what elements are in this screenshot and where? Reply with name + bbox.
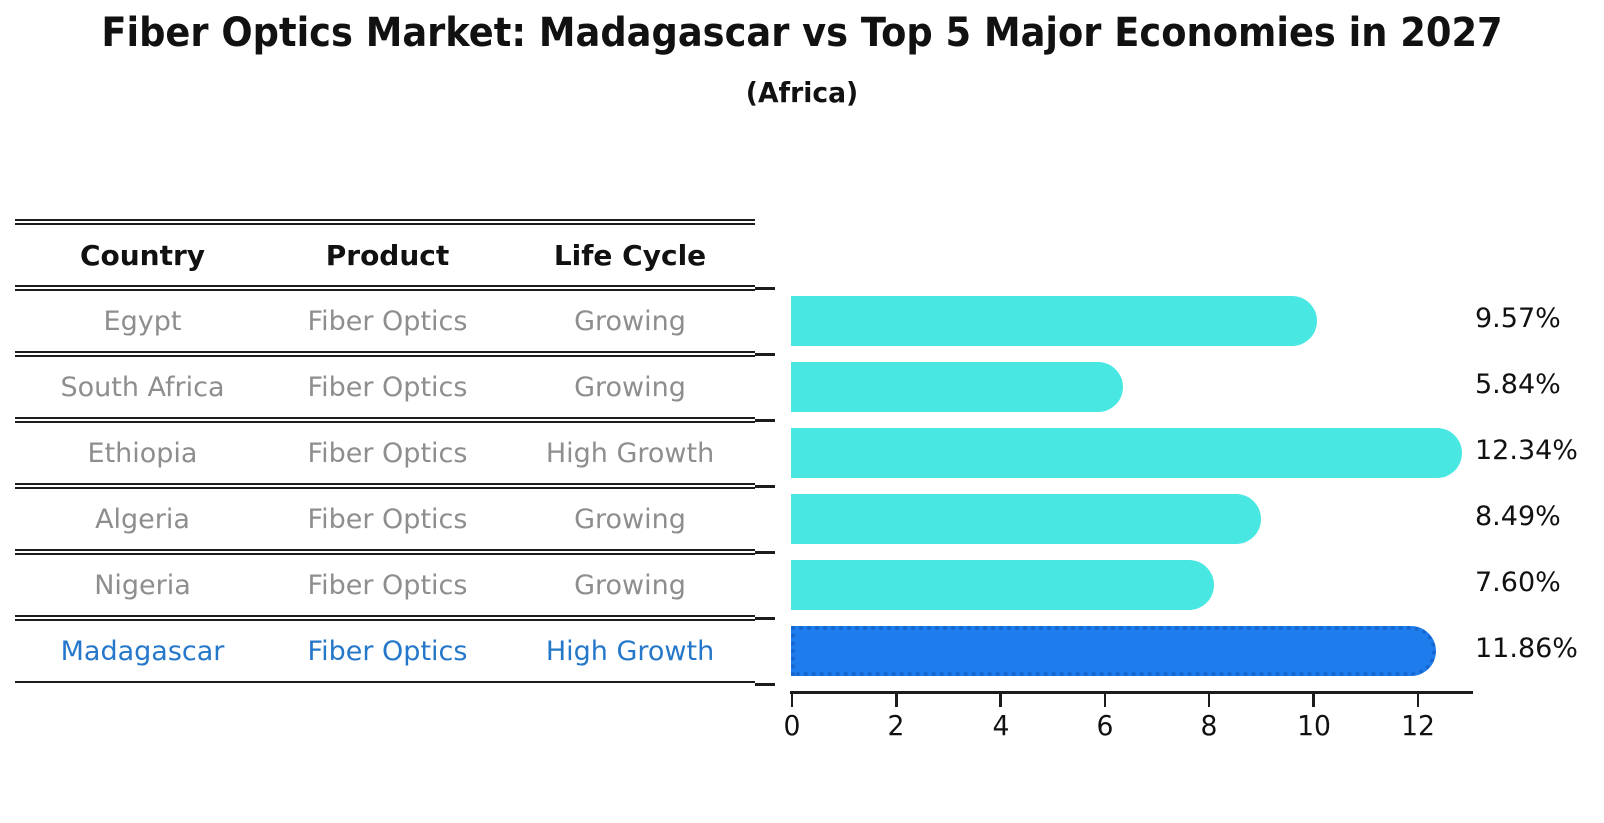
bar-value-label: 8.49% <box>1475 501 1561 532</box>
bar-nigeria <box>791 560 1215 610</box>
table-cell-product: Fiber Optics <box>307 569 468 601</box>
table-row: Nigeria Fiber Optics Growing <box>15 555 755 615</box>
x-axis-tick <box>895 693 898 707</box>
table-cell-country: Nigeria <box>94 569 191 601</box>
table-row: South Africa Fiber Optics Growing <box>15 357 755 417</box>
x-axis-tick-label: 6 <box>1096 709 1114 742</box>
table-row-separator <box>15 417 755 423</box>
table-header-separator <box>15 285 755 291</box>
x-axis-tick <box>1207 693 1211 707</box>
table-row-separator <box>15 615 755 621</box>
table-cell-lifecycle: Growing <box>574 305 686 337</box>
x-axis-tick <box>790 693 794 707</box>
table-row: Ethiopia Fiber Optics High Growth <box>15 423 755 483</box>
y-axis-boundary-tick <box>755 683 775 686</box>
bar-value-label: 5.84% <box>1475 369 1561 400</box>
table-cell-lifecycle: High Growth <box>545 635 715 667</box>
table-cell-lifecycle: Growing <box>574 569 686 601</box>
table-cell-product: Fiber Optics <box>307 305 468 337</box>
bar-madagascar-highlighted <box>791 626 1437 676</box>
country-table: Country Product Life Cycle Egypt Fiber Optic… <box>15 219 755 683</box>
bar-value-label: 11.86% <box>1475 633 1578 664</box>
x-axis-tick <box>1312 693 1315 707</box>
y-axis-boundary-tick <box>755 551 775 554</box>
table-header-product: Product <box>325 238 450 272</box>
x-axis-tick <box>1416 693 1420 707</box>
table-cell-lifecycle: Growing <box>574 503 686 535</box>
table-row: Algeria Fiber Optics Growing <box>15 489 755 549</box>
y-axis-boundary-tick <box>755 353 775 356</box>
table-cell-lifecycle: Growing <box>574 371 686 403</box>
x-axis-tick-label: 4 <box>992 709 1010 742</box>
bar-egypt <box>791 296 1318 346</box>
x-axis-line <box>790 691 1473 694</box>
table-header-row: Country Product Life Cycle <box>15 225 755 285</box>
table-top-border <box>15 219 755 225</box>
bar-value-label: 7.60% <box>1475 567 1561 598</box>
table-cell-country: Madagascar <box>60 635 225 667</box>
chart-title: Fiber Optics Market: Madagascar vs Top 5… <box>101 10 1503 56</box>
table-cell-country: South Africa <box>60 371 225 403</box>
table-cell-lifecycle: High Growth <box>545 437 715 469</box>
table-row-separator <box>15 681 755 683</box>
chart-subtitle: (Africa) <box>745 76 859 109</box>
x-axis-tick <box>999 693 1002 707</box>
bar-value-label: 9.57% <box>1475 303 1561 334</box>
x-axis-tick-label: 2 <box>887 709 905 742</box>
table-cell-product: Fiber Optics <box>307 437 468 469</box>
x-axis-tick-label: 10 <box>1296 709 1331 742</box>
table-header-lifecycle: Life Cycle <box>553 238 707 272</box>
bar-south-africa <box>791 362 1123 412</box>
table-row-separator <box>15 549 755 555</box>
table-cell-country: Ethiopia <box>87 437 198 469</box>
table-row: Madagascar Fiber Optics High Growth <box>15 621 755 681</box>
bar-ethiopia <box>791 428 1462 478</box>
y-axis-boundary-tick <box>755 617 775 620</box>
y-axis-boundary-tick <box>755 287 775 290</box>
table-cell-country: Egypt <box>103 305 182 337</box>
y-axis-boundary-tick <box>755 485 775 488</box>
table-cell-product: Fiber Optics <box>307 371 468 403</box>
table-row-separator <box>15 483 755 489</box>
x-axis-tick-label: 0 <box>783 709 801 742</box>
y-axis-boundary-tick <box>755 419 775 422</box>
x-axis-tick-label: 12 <box>1400 709 1435 742</box>
x-axis-tick-label: 8 <box>1200 709 1218 742</box>
table-cell-country: Algeria <box>95 503 190 535</box>
x-axis-tick <box>1103 693 1107 707</box>
table-cell-product: Fiber Optics <box>307 503 468 535</box>
table-row-separator <box>15 351 755 357</box>
table-cell-product: Fiber Optics <box>307 635 468 667</box>
table-header-country: Country <box>79 238 206 272</box>
bar-value-label: 12.34% <box>1475 435 1578 466</box>
table-row: Egypt Fiber Optics Growing <box>15 291 755 351</box>
bar-algeria <box>791 494 1261 544</box>
